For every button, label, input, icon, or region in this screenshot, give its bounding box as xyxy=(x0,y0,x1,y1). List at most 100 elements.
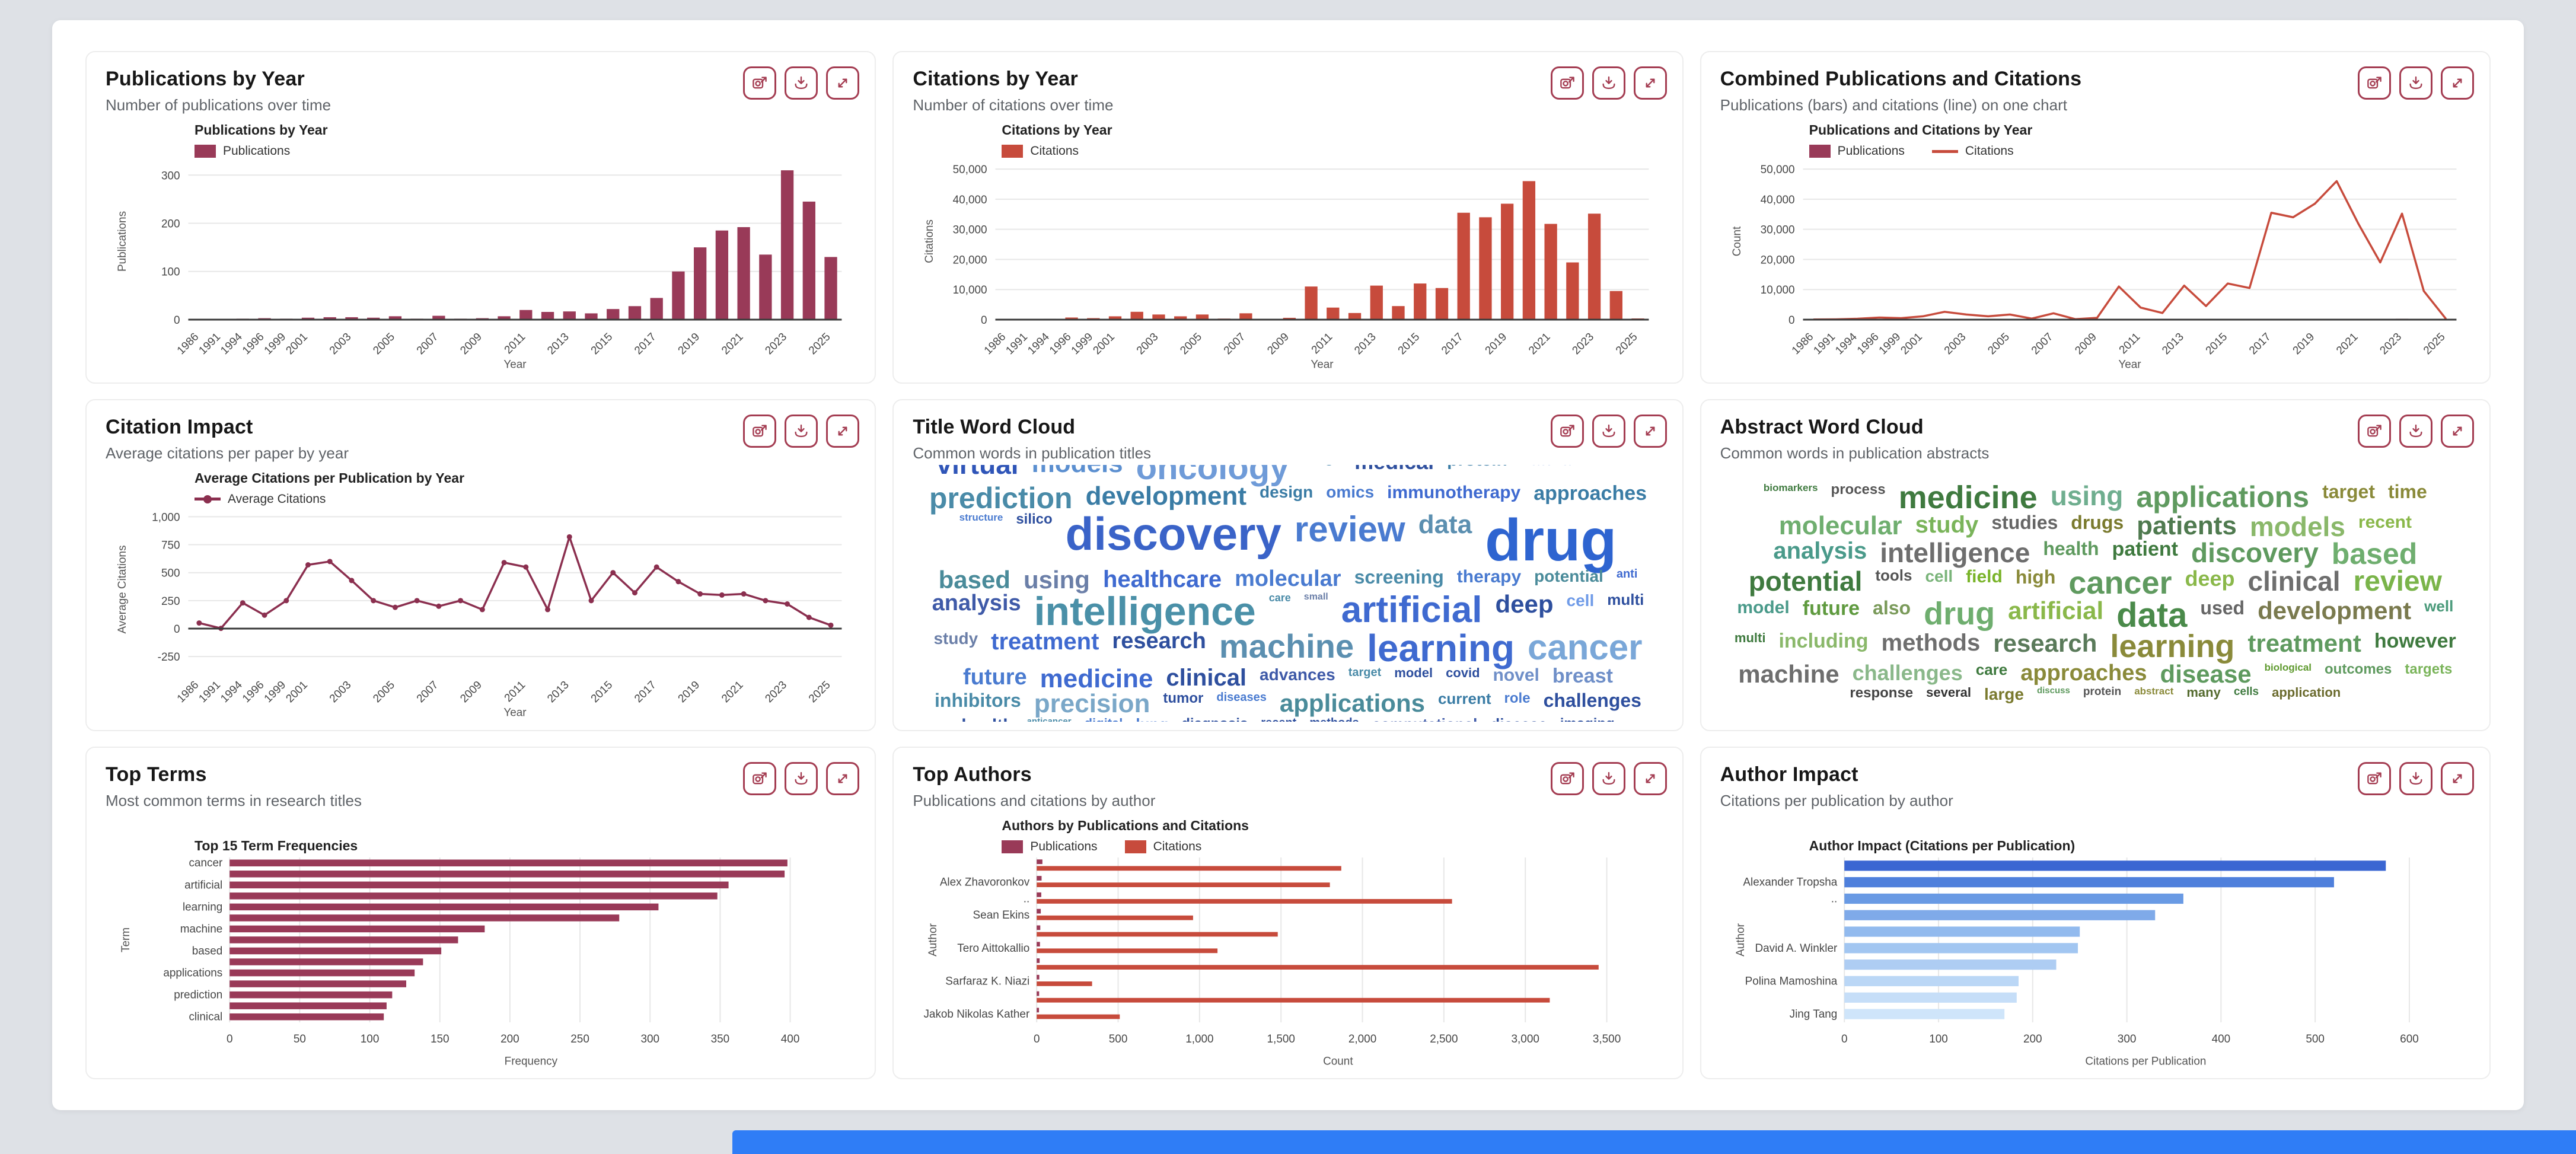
chart-head: Top 15 Term Frequencies xyxy=(195,838,856,854)
download-chart-button[interactable] xyxy=(1592,66,1625,100)
legend-item-citations[interactable]: Citations xyxy=(1002,144,1079,158)
svg-text:Count: Count xyxy=(1323,1056,1353,1068)
cloud-word: used xyxy=(2200,597,2245,619)
cloud-word: models xyxy=(1032,465,1123,483)
dashboard-grid: Publications by Year Number of publicati… xyxy=(85,51,2491,1079)
card-top-authors: Top Authors Publications and citations b… xyxy=(892,747,1684,1079)
svg-text:Jakob Nikolas Kather: Jakob Nikolas Kather xyxy=(924,1008,1030,1021)
copy-chart-icon xyxy=(2367,425,2381,436)
svg-text:10,000: 10,000 xyxy=(953,284,987,297)
card-abstract-word-cloud: Abstract Word Cloud Common words in publ… xyxy=(1700,399,2491,732)
svg-text:200: 200 xyxy=(161,218,180,230)
card-subtitle: Number of citations over time xyxy=(913,96,1114,114)
cloud-word: outcomes xyxy=(2325,661,2392,677)
legend-item-average-citations[interactable]: Average Citations xyxy=(195,492,326,506)
legend-item-citations[interactable]: Citations xyxy=(1931,144,2014,158)
svg-text:1996: 1996 xyxy=(240,678,267,705)
svg-text:0: 0 xyxy=(174,623,180,636)
copy-chart-button[interactable] xyxy=(743,762,777,796)
combined-publications-citations-chart: Publications and Citations by Year Public… xyxy=(1720,117,2470,374)
svg-text:1999: 1999 xyxy=(1069,331,1096,358)
title-word-cloud-chart: virtual models oncology drugs medical protein… xyxy=(913,465,1663,722)
chart-head: Publications and Citations by Year Public… xyxy=(1809,122,2470,158)
copy-chart-button[interactable] xyxy=(743,66,777,100)
download-chart-button[interactable] xyxy=(1592,762,1625,796)
copy-chart-button[interactable] xyxy=(2358,66,2391,100)
svg-text:2023: 2023 xyxy=(1570,331,1597,358)
chart-title: Author Impact (Citations per Publication… xyxy=(1809,838,2076,854)
expand-chart-button[interactable] xyxy=(1633,414,1667,448)
expand-icon xyxy=(838,78,847,88)
expand-chart-button[interactable] xyxy=(2441,762,2474,796)
download-chart-button[interactable] xyxy=(785,414,818,448)
card-title: Citations by Year xyxy=(913,68,1078,90)
cloud-word: targets xyxy=(2405,661,2453,677)
expand-chart-button[interactable] xyxy=(1633,762,1667,796)
svg-text:Author: Author xyxy=(927,923,939,957)
cloud-word: care xyxy=(1268,591,1291,604)
svg-text:1,000: 1,000 xyxy=(152,511,180,524)
cloud-word: applications xyxy=(1279,689,1425,718)
card-citation-impact: Citation Impact Average citations per pa… xyxy=(85,399,876,732)
expand-chart-button[interactable] xyxy=(2441,66,2474,100)
chart-head: Citations by Year Citations xyxy=(1002,122,1663,158)
cloud-word: cancer xyxy=(2068,565,2172,601)
svg-text:2025: 2025 xyxy=(2421,331,2448,358)
expand-chart-button[interactable] xyxy=(2441,414,2474,448)
legend-item-publications[interactable]: Publications xyxy=(1002,840,1098,854)
svg-text:Year: Year xyxy=(2118,359,2141,371)
card-head: Publications by Year Number of publicati… xyxy=(106,68,856,114)
svg-text:0: 0 xyxy=(1034,1033,1040,1045)
chart-title: Publications and Citations by Year xyxy=(1809,122,2033,138)
svg-text:cancer: cancer xyxy=(189,857,222,870)
copy-chart-button[interactable] xyxy=(1550,414,1584,448)
cloud-word: many xyxy=(2186,685,2221,700)
download-chart-button[interactable] xyxy=(785,762,818,796)
expand-chart-button[interactable] xyxy=(826,414,860,448)
copy-chart-button[interactable] xyxy=(743,414,777,448)
cloud-word: clinical xyxy=(2247,565,2341,597)
download-chart-button[interactable] xyxy=(2399,762,2432,796)
svg-text:2011: 2011 xyxy=(1309,331,1335,357)
download-chart-button[interactable] xyxy=(1592,414,1625,448)
svg-text:1,500: 1,500 xyxy=(1267,1033,1295,1045)
svg-text:0: 0 xyxy=(1788,314,1795,327)
svg-text:David A. Winkler: David A. Winkler xyxy=(1755,942,1837,955)
card-subtitle: Publications and citations by author xyxy=(913,792,1156,810)
legend-item-publications[interactable]: Publications xyxy=(195,144,290,158)
cloud-word: current xyxy=(1437,690,1491,708)
download-chart-button[interactable] xyxy=(2399,66,2432,100)
copy-chart-button[interactable] xyxy=(1550,66,1584,100)
cloud-word: biomarkers xyxy=(1763,482,1818,493)
legend-item-publications[interactable]: Publications xyxy=(1809,144,1905,158)
cloud-word: based xyxy=(2331,537,2418,570)
download-chart-button[interactable] xyxy=(785,66,818,100)
svg-text:300: 300 xyxy=(640,1033,659,1045)
svg-text:Polina Mamoshina: Polina Mamoshina xyxy=(1745,976,1837,988)
cloud-word: imaging xyxy=(1560,717,1615,722)
cloud-word: novel xyxy=(1493,665,1539,685)
card-actions xyxy=(743,66,860,100)
copy-chart-button[interactable] xyxy=(2358,762,2391,796)
top-authors-chart: Authors by Publications and Citations Pub… xyxy=(913,812,1663,1070)
cloud-word: deep xyxy=(1495,589,1554,618)
download-chart-button[interactable] xyxy=(2399,414,2432,448)
cloud-word: time xyxy=(2388,480,2427,502)
expand-chart-button[interactable] xyxy=(826,762,860,796)
expand-chart-button[interactable] xyxy=(1633,66,1667,100)
svg-text:artificial: artificial xyxy=(184,879,222,892)
legend-item-citations[interactable]: Citations xyxy=(1124,840,1201,854)
expand-icon xyxy=(2453,426,2462,436)
copy-chart-button[interactable] xyxy=(2358,414,2391,448)
copy-chart-icon xyxy=(2367,772,2381,785)
cloud-word: cell xyxy=(1566,591,1595,610)
expand-chart-button[interactable] xyxy=(826,66,860,100)
download-icon xyxy=(2409,424,2422,437)
card-author-impact: Author Impact Citations per publication … xyxy=(1700,747,2491,1079)
cloud-word: drug xyxy=(1924,595,1995,632)
svg-text:2009: 2009 xyxy=(1265,331,1292,358)
card-subtitle: Average citations per paper by year xyxy=(106,444,349,462)
card-head: Citations by Year Number of citations ov… xyxy=(913,68,1663,114)
copy-chart-button[interactable] xyxy=(1550,762,1584,796)
svg-text:Citations per Publication: Citations per Publication xyxy=(2085,1056,2206,1068)
